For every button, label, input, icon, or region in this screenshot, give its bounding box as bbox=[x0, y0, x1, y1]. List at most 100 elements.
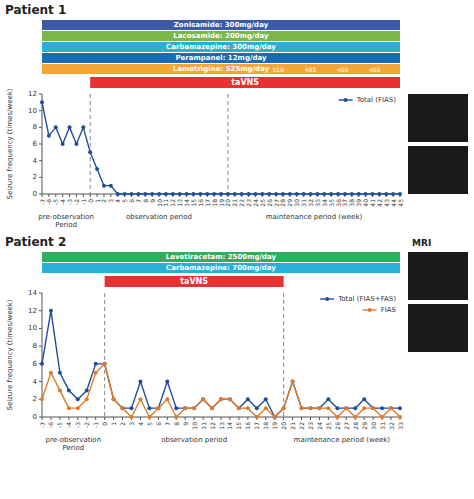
series-point bbox=[264, 397, 268, 401]
series-line bbox=[42, 364, 400, 417]
x-tick bbox=[103, 194, 104, 197]
series-point bbox=[138, 380, 142, 384]
y-tick-label: 12 bbox=[28, 307, 37, 315]
series-point bbox=[116, 192, 120, 196]
y-tick bbox=[39, 127, 42, 128]
x-tick-label: 32 bbox=[388, 422, 395, 430]
series-point bbox=[370, 192, 374, 196]
x-tick bbox=[69, 194, 70, 197]
period-label-line: pre-observation bbox=[46, 436, 102, 444]
x-tick bbox=[373, 417, 374, 420]
x-tick-label: 18 bbox=[262, 422, 269, 430]
series-point bbox=[95, 167, 99, 171]
series-point bbox=[273, 415, 277, 419]
series-point bbox=[228, 397, 232, 401]
x-tick bbox=[301, 417, 302, 420]
series-point bbox=[336, 192, 340, 196]
series-point bbox=[391, 192, 395, 196]
x-tick-label: 21 bbox=[289, 422, 296, 430]
dose-note: 495 bbox=[305, 66, 317, 73]
series-point bbox=[183, 406, 187, 410]
series-point bbox=[76, 406, 80, 410]
series-point bbox=[94, 362, 98, 366]
series-point bbox=[317, 406, 321, 410]
series-point bbox=[143, 192, 147, 196]
series-point bbox=[67, 406, 71, 410]
y-tick-label: 4 bbox=[33, 378, 38, 386]
x-tick bbox=[203, 417, 204, 420]
series-point bbox=[165, 397, 169, 401]
y-tick-label: 6 bbox=[33, 140, 38, 148]
y-tick-label: 10 bbox=[28, 324, 37, 332]
series-point bbox=[326, 406, 330, 410]
series-point bbox=[102, 184, 106, 188]
x-tick bbox=[391, 417, 392, 420]
tavns-bar bbox=[90, 77, 400, 88]
drug-label: Carbamazepine: 300mg/day bbox=[166, 43, 276, 51]
series-point bbox=[398, 406, 402, 410]
legend: Total (FIAS) bbox=[339, 96, 397, 104]
series-point bbox=[68, 125, 72, 129]
tavns-bar bbox=[105, 276, 284, 287]
series-point bbox=[350, 192, 354, 196]
x-tick-label: 12 bbox=[209, 422, 216, 430]
series-point bbox=[85, 397, 89, 401]
series-point bbox=[353, 406, 357, 410]
x-tick bbox=[328, 417, 329, 420]
period-line bbox=[90, 94, 91, 194]
series-point bbox=[123, 192, 127, 196]
y-tick-label: 8 bbox=[33, 123, 37, 131]
y-tick bbox=[39, 177, 42, 178]
title: Patient 2 bbox=[5, 235, 66, 249]
series-point bbox=[240, 192, 244, 196]
figure: Patient 1Zonisamide: 300mg/dayLacosamide… bbox=[0, 0, 474, 499]
x-tick-label: 24 bbox=[316, 422, 323, 430]
legend-label: Total (FIAS+FAS) bbox=[337, 295, 396, 303]
period-label: observation period bbox=[126, 213, 192, 221]
series-point bbox=[183, 406, 187, 410]
x-tick-label: 23 bbox=[307, 422, 314, 430]
period-label-line: Period bbox=[62, 444, 84, 452]
drug-bar bbox=[42, 42, 400, 52]
series-point bbox=[49, 371, 53, 375]
dose-note: 510 bbox=[273, 66, 285, 73]
annotation: MRI bbox=[412, 238, 431, 248]
x-tick bbox=[104, 417, 105, 420]
x-tick-label: 27 bbox=[343, 422, 350, 430]
x-tick-label: 25 bbox=[325, 422, 332, 430]
x-tick-label: -7 bbox=[39, 422, 46, 428]
y-tick-label: 0 bbox=[33, 413, 37, 421]
x-tick bbox=[364, 417, 365, 420]
series-point bbox=[357, 192, 361, 196]
x-tick bbox=[97, 194, 98, 197]
y-tick bbox=[39, 310, 42, 311]
series-point bbox=[130, 415, 134, 419]
series-point bbox=[201, 397, 205, 401]
series-point bbox=[398, 415, 402, 419]
y-tick-label: 8 bbox=[33, 342, 37, 350]
drug-label: Levetiracetam: 2500mg/day bbox=[166, 253, 277, 261]
series-point bbox=[121, 406, 125, 410]
x-tick bbox=[221, 417, 222, 420]
y-tick bbox=[39, 346, 42, 347]
period-label: pre-observationPeriod bbox=[38, 213, 94, 229]
series-point bbox=[309, 406, 313, 410]
drug-bar bbox=[42, 53, 400, 63]
series-point bbox=[389, 406, 393, 410]
series-point bbox=[267, 192, 271, 196]
series-point bbox=[291, 380, 295, 384]
x-tick-label: 4 bbox=[137, 422, 144, 426]
x-tick bbox=[83, 194, 84, 197]
series-point bbox=[147, 406, 151, 410]
series-point bbox=[205, 192, 209, 196]
series-point bbox=[156, 406, 160, 410]
series-point bbox=[171, 192, 175, 196]
y-tick bbox=[39, 144, 42, 145]
series-point bbox=[233, 192, 237, 196]
x-tick bbox=[77, 417, 78, 420]
y-tick bbox=[39, 110, 42, 111]
series-point bbox=[49, 309, 53, 313]
x-tick bbox=[185, 417, 186, 420]
x-tick-label: 22 bbox=[298, 422, 305, 430]
x-tick-label: -1 bbox=[92, 422, 99, 428]
